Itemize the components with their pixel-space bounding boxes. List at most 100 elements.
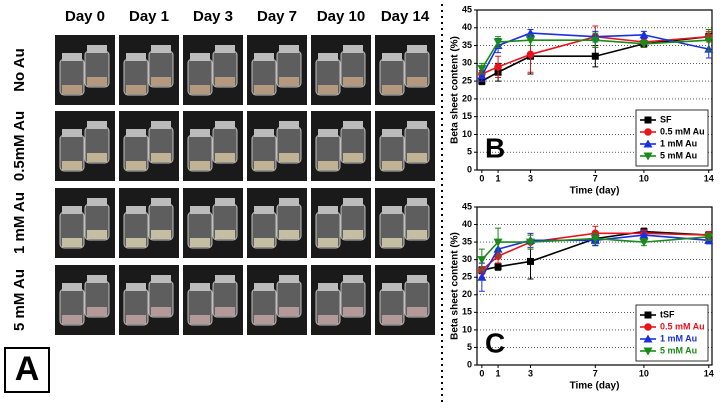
vial-cap [254,129,274,137]
vial-content [62,238,82,247]
column-label: Day 3 [193,8,233,25]
y-tick-label: 20 [462,289,472,299]
row-label: 1 mM Au [11,192,28,254]
y-tick-label: 10 [462,324,472,334]
legend-marker [643,152,653,161]
column-label: Day 0 [65,8,105,25]
vial-content [279,307,299,316]
vial-content [407,307,427,316]
x-tick-label: 7 [593,368,598,378]
vial-content [62,161,82,170]
vial-content [407,230,427,239]
vial-content [343,230,363,239]
vial-cap [190,206,210,214]
marker [477,272,487,281]
vial-cap [151,275,171,283]
legend-marker [643,139,653,148]
vial-cap [279,198,299,206]
vial-cap [318,206,338,214]
y-tick-label: 5 [467,147,472,157]
vial-cap [254,53,274,61]
vial-content [382,238,402,247]
legend-marker [644,323,652,331]
marker [525,36,535,45]
vial-cap [151,45,171,53]
x-tick-label: 3 [528,368,533,378]
row-label: 0.5mM Au [11,111,28,181]
y-tick-label: 40 [462,219,472,229]
vial-content [126,161,146,170]
marker [477,65,487,74]
vial-cap [318,129,338,137]
vial-cap [62,206,82,214]
marker [590,36,600,45]
x-tick-label: 1 [496,368,501,378]
vial-cap [318,283,338,291]
vial-cap [407,121,427,129]
y-tick-label: 25 [462,75,472,85]
vial-content [190,315,210,324]
marker [591,52,599,60]
marker [477,256,487,265]
vial-content [87,230,107,239]
vial-cap [215,275,235,283]
y-tick-label: 15 [462,111,472,121]
vial-cap [279,121,299,129]
marker [704,36,714,45]
vial-content [87,307,107,316]
y-tick-label: 20 [462,93,472,103]
vial-cap [279,45,299,53]
vial-content [318,161,338,170]
vial-content [254,85,274,94]
vial-cap [87,198,107,206]
vial-cap [87,121,107,129]
legend-label: tSF [660,309,675,319]
x-tick-label: 10 [639,368,649,378]
vial-content [279,77,299,86]
vial-content [318,315,338,324]
y-tick-label: 5 [467,342,472,352]
vial-cap [151,198,171,206]
vial-content [126,238,146,247]
marker [494,263,502,271]
panel-a-box [4,347,50,393]
plot-frame [476,9,713,171]
vial-cap [126,283,146,291]
series-line [481,39,709,70]
vial-cap [62,129,82,137]
vial-cap [318,53,338,61]
marker [526,257,534,265]
vial-content [279,153,299,162]
vial-cap [87,275,107,283]
vial-content [407,77,427,86]
vial-cap [190,283,210,291]
legend-label: 0.5 mM Au [660,126,705,136]
legend-label: 0.5 mM Au [660,321,705,331]
marker [639,30,649,39]
legend-marker [644,128,652,136]
vial-content [190,238,210,247]
vial-cap [407,45,427,53]
legend-label: 5 mM Au [660,345,697,355]
vial-cap [407,275,427,283]
y-tick-label: 0 [467,164,472,174]
vial-cap [126,129,146,137]
vial-cap [343,121,363,129]
legend-label: SF [660,114,672,124]
vial-content [190,85,210,94]
series-line [481,236,709,261]
vial-cap [382,129,402,137]
y-tick-label: 30 [462,254,472,264]
y-tick-label: 10 [462,129,472,139]
vial-content [215,153,235,162]
marker [704,233,714,242]
vial-content [343,153,363,162]
vial-cap [343,198,363,206]
marker [639,238,649,247]
vial-cap [151,121,171,129]
vial-content [407,153,427,162]
series-line [481,32,709,77]
vial-content [151,153,171,162]
vial-content [343,77,363,86]
vial-cap [190,129,210,137]
